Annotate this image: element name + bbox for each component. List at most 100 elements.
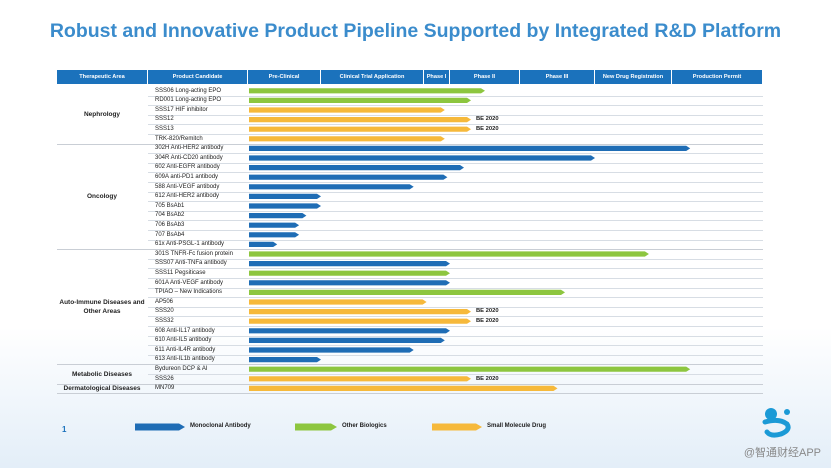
legend-swatch — [295, 423, 337, 431]
page-number: 1 — [62, 425, 67, 434]
bar-annotation: BE 2020 — [476, 116, 499, 123]
legend-label: Small Molecule Drug — [487, 423, 547, 429]
product-candidate: SSS12 — [155, 116, 174, 123]
product-candidate: AP506 — [155, 298, 174, 305]
product-candidate: 609A anti-PD1 antibody — [155, 173, 219, 180]
pipeline-bar — [249, 280, 450, 286]
row-divider — [148, 374, 763, 375]
legend-label: Other Biologics — [342, 423, 387, 429]
pipeline-bar — [249, 136, 445, 142]
pipeline-bar — [249, 241, 278, 247]
pipeline-bar — [249, 299, 427, 305]
product-candidate: 612 Anti-HER2 antibody — [155, 193, 220, 200]
logo-icon — [762, 408, 791, 438]
column-header: Phase III — [520, 70, 595, 84]
product-candidate: Bydureon DCP & AI — [155, 365, 208, 372]
product-candidate: 610 Anti-IL5 antibody — [155, 337, 212, 344]
pipeline-bar — [249, 165, 464, 171]
pipeline-bar — [249, 155, 595, 161]
group-divider — [57, 383, 763, 385]
therapeutic-area-label: Auto-Immune Diseases and Other Areas — [59, 298, 145, 315]
pipeline-bar — [249, 145, 691, 151]
product-candidate: SSS17 HIF inhibitor — [155, 106, 208, 113]
bar-annotation: BE 2020 — [476, 308, 499, 315]
page-title: Robust and Innovative Product Pipeline S… — [49, 20, 782, 42]
product-candidate: 613 Anti-IL1b antibody — [155, 356, 215, 363]
column-header: Phase I — [424, 70, 450, 84]
pipeline-bar — [249, 193, 321, 199]
product-candidate: SSS11 Pegsiticase — [155, 269, 206, 276]
product-candidate: 707 BsAb4 — [155, 231, 185, 238]
pipeline-bar — [249, 97, 471, 103]
product-candidate: 601A Anti-VEGF antibody — [155, 279, 224, 286]
row-divider — [148, 268, 763, 270]
product-candidate: 706 BsAb3 — [155, 221, 185, 228]
product-candidate: TPIAO – New Indications — [155, 289, 223, 296]
legend-swatch — [432, 423, 482, 431]
product-candidate: 302H Anti-HER2 antibody — [155, 145, 224, 152]
pipeline-bar — [249, 232, 300, 238]
product-candidate: RD001 Long-acting EPO — [155, 97, 222, 104]
product-candidate: 704 BsAb2 — [155, 212, 185, 219]
row-divider — [148, 278, 763, 279]
row-divider — [148, 114, 763, 116]
row-divider — [148, 95, 763, 97]
pipeline-bar — [249, 318, 471, 324]
bar-annotation: BE 2020 — [476, 375, 499, 382]
bar-annotation: BE 2020 — [476, 317, 499, 324]
pipeline-bar — [249, 366, 691, 372]
pipeline-bar — [249, 261, 450, 267]
pipeline-bar — [249, 213, 307, 219]
pipeline-bar — [249, 126, 471, 132]
product-candidate: SSS06 Long-acting EPO — [155, 87, 222, 94]
row-divider — [148, 105, 763, 107]
pipeline-bar — [249, 174, 448, 180]
column-header: Product Candidate — [148, 70, 248, 84]
row-divider — [148, 220, 763, 222]
pipeline-bar — [249, 289, 565, 295]
row-divider — [148, 134, 763, 135]
product-candidate: SSS07 Anti-TNFa antibody — [155, 260, 227, 267]
therapeutic-area-label: Oncology — [87, 192, 117, 200]
pipeline-bar — [249, 107, 445, 113]
therapeutic-area-label: Dermatological Diseases — [63, 384, 141, 392]
pipeline-bar — [249, 357, 321, 363]
pipeline-bar — [249, 347, 414, 353]
group-divider — [57, 249, 763, 251]
bar-annotation: BE 2020 — [476, 125, 499, 132]
legend-label: Monoclonal Antibody — [190, 423, 251, 429]
group-divider — [57, 364, 763, 366]
product-candidate: TRK-820/Remitch — [155, 135, 203, 142]
column-header: Clinical Trial Application — [321, 70, 424, 84]
row-divider — [148, 316, 763, 318]
row-divider — [148, 306, 763, 308]
pipeline-bar — [249, 222, 300, 228]
product-candidate: SSS26 — [155, 375, 174, 382]
pipeline-bar — [249, 337, 445, 343]
therapeutic-area-label: Metabolic Diseases — [72, 370, 132, 378]
pipeline-bar — [249, 184, 414, 190]
product-candidate: 608 Anti-IL17 antibody — [155, 327, 215, 334]
column-header: Production Permit — [672, 70, 763, 84]
product-candidate: SSS32 — [155, 317, 174, 324]
product-candidate: 304R Anti-CD20 antibody — [155, 154, 223, 161]
row-divider — [148, 201, 763, 203]
row-divider — [148, 354, 763, 356]
row-divider — [148, 230, 763, 231]
group-divider — [57, 143, 763, 145]
pipeline-bar — [249, 328, 450, 334]
column-header: Phase II — [450, 70, 520, 84]
group-divider — [57, 393, 763, 395]
row-divider — [148, 239, 763, 241]
row-divider — [148, 258, 763, 260]
row-divider — [148, 172, 763, 174]
row-divider — [148, 326, 763, 327]
pipeline-bar — [249, 251, 649, 257]
column-header: Pre-Clinical — [248, 70, 321, 84]
row-divider — [148, 210, 763, 212]
product-candidate: 705 BsAb1 — [155, 202, 185, 209]
product-candidate: 301S TNFR-Fc fusion protein — [155, 250, 233, 257]
row-divider — [148, 124, 763, 126]
product-candidate: 602 Anti-EGFR antibody — [155, 164, 220, 171]
row-divider — [148, 345, 763, 347]
